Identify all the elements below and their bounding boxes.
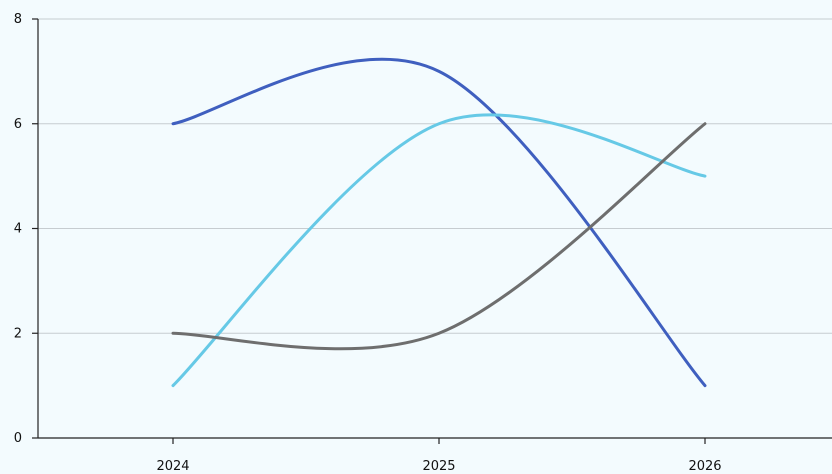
series-line-1 [171, 57, 707, 388]
tick-labels: 0 2 4 6 8 2024 2025 2026 [14, 12, 722, 474]
axes [32, 18, 832, 444]
y-tick-label: 2 [14, 326, 22, 341]
series-line-3 [171, 122, 707, 351]
y-tick-label: 8 [14, 12, 22, 27]
y-tick-label: 0 [14, 431, 22, 446]
y-tick-label: 6 [14, 117, 22, 132]
x-tick-label: 2024 [156, 459, 189, 474]
series-line-2 [171, 113, 707, 388]
x-tick-label: 2026 [688, 459, 721, 474]
y-tick-label: 4 [14, 222, 22, 237]
x-tick-label: 2025 [422, 459, 455, 474]
series-lines [171, 57, 707, 388]
grid-lines [38, 18, 832, 334]
